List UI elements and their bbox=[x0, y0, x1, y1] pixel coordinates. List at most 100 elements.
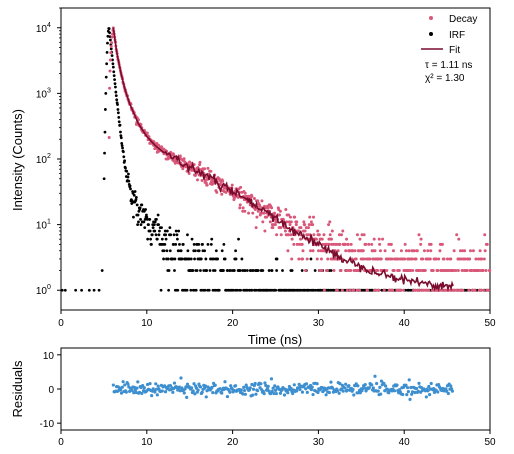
legend: Decay IRF Fit τ = 1.11 ns χ² = 1.30 bbox=[421, 14, 477, 84]
irf-point bbox=[179, 249, 183, 253]
irf-point bbox=[165, 229, 169, 233]
irf-point bbox=[209, 242, 213, 246]
residual-point bbox=[352, 393, 356, 397]
residuals-y-tick-label: 10 bbox=[43, 351, 55, 362]
main-x-tick-label: 20 bbox=[227, 318, 239, 329]
residual-point bbox=[250, 382, 254, 387]
residual-point bbox=[286, 391, 290, 395]
residual-point bbox=[184, 385, 188, 389]
decay-point bbox=[459, 257, 463, 261]
decay-point bbox=[482, 257, 486, 261]
residual-point bbox=[124, 390, 128, 394]
decay-point bbox=[284, 208, 288, 211]
residual-point bbox=[128, 389, 132, 393]
decay-point bbox=[407, 249, 411, 253]
irf-point bbox=[172, 242, 176, 246]
decay-point bbox=[332, 242, 336, 246]
irf-point bbox=[201, 242, 204, 246]
decay-point bbox=[423, 268, 427, 272]
irf-point bbox=[203, 288, 207, 292]
decay-point bbox=[252, 197, 256, 201]
residual-point bbox=[371, 386, 375, 390]
residual-point bbox=[171, 390, 175, 394]
irf-point bbox=[220, 249, 224, 253]
residual-point bbox=[304, 387, 308, 391]
irf-point bbox=[174, 242, 178, 246]
residual-point bbox=[251, 387, 256, 391]
decay-point bbox=[258, 204, 262, 208]
decay-point bbox=[402, 288, 405, 292]
decay-point bbox=[378, 249, 382, 253]
irf-point bbox=[245, 269, 249, 272]
irf-point bbox=[154, 233, 158, 237]
decay-point bbox=[271, 226, 275, 230]
irf-point bbox=[157, 223, 160, 227]
residual-point bbox=[185, 395, 189, 399]
decay-point bbox=[172, 153, 176, 157]
main-y-tick-exponent: 3 bbox=[47, 87, 51, 94]
decay-point bbox=[145, 131, 149, 135]
main-y-tick-label: 10 bbox=[36, 24, 48, 35]
decay-point bbox=[198, 163, 202, 167]
irf-point bbox=[162, 249, 166, 253]
decay-point bbox=[295, 220, 299, 224]
irf-point bbox=[236, 288, 240, 292]
residual-point bbox=[182, 391, 186, 395]
residual-point bbox=[242, 388, 247, 393]
decay-point bbox=[484, 268, 488, 272]
residual-point bbox=[154, 387, 159, 391]
residual-point bbox=[132, 391, 136, 395]
irf-point bbox=[275, 257, 279, 261]
residual-point bbox=[382, 381, 386, 386]
irf-point bbox=[134, 198, 138, 202]
decay-point bbox=[312, 233, 316, 237]
decay-point bbox=[320, 268, 324, 272]
decay-point bbox=[345, 237, 349, 241]
residual-point bbox=[413, 390, 417, 395]
irf-point bbox=[119, 136, 123, 140]
irf-point bbox=[139, 218, 142, 221]
residual-point bbox=[289, 386, 293, 390]
irf-point bbox=[174, 229, 178, 233]
decay-point bbox=[337, 233, 341, 237]
irf-point bbox=[217, 288, 221, 292]
irf-point bbox=[111, 62, 115, 66]
decay-point bbox=[474, 257, 478, 261]
decay-point bbox=[436, 268, 440, 272]
decay-point bbox=[420, 288, 424, 292]
irf-point bbox=[114, 94, 118, 98]
decay-point bbox=[263, 229, 267, 233]
residual-point bbox=[203, 384, 208, 388]
decay-point bbox=[425, 288, 429, 292]
residual-point bbox=[410, 390, 415, 394]
decay-point bbox=[378, 242, 382, 246]
irf-point bbox=[139, 223, 143, 227]
residual-point bbox=[189, 386, 194, 390]
residual-point bbox=[345, 388, 349, 392]
decay-point bbox=[341, 229, 345, 233]
irf-point bbox=[112, 70, 116, 74]
decay-point bbox=[364, 242, 368, 246]
residual-point bbox=[376, 389, 380, 393]
residual-point bbox=[383, 384, 388, 388]
decay-point bbox=[107, 135, 111, 139]
decay-point bbox=[437, 257, 441, 261]
irf-point bbox=[206, 242, 210, 246]
irf-point bbox=[157, 233, 161, 237]
decay-point bbox=[261, 220, 265, 224]
residuals-x-tick-label: 30 bbox=[313, 437, 325, 448]
residual-point bbox=[193, 392, 197, 396]
residuals-x-ticks: 0 10 20 30 40 50 bbox=[58, 430, 496, 448]
irf-point bbox=[281, 269, 284, 272]
irf-point bbox=[160, 237, 164, 241]
decay-point bbox=[340, 233, 344, 237]
decay-point bbox=[241, 209, 245, 213]
residual-point bbox=[379, 392, 383, 396]
decay-point bbox=[301, 249, 305, 253]
decay-point bbox=[196, 178, 199, 182]
irf-point bbox=[104, 92, 108, 95]
irf-point bbox=[234, 249, 238, 253]
irf-point bbox=[186, 233, 189, 237]
main-y-tick-label: 10 bbox=[36, 155, 48, 166]
decay-point bbox=[457, 237, 461, 241]
